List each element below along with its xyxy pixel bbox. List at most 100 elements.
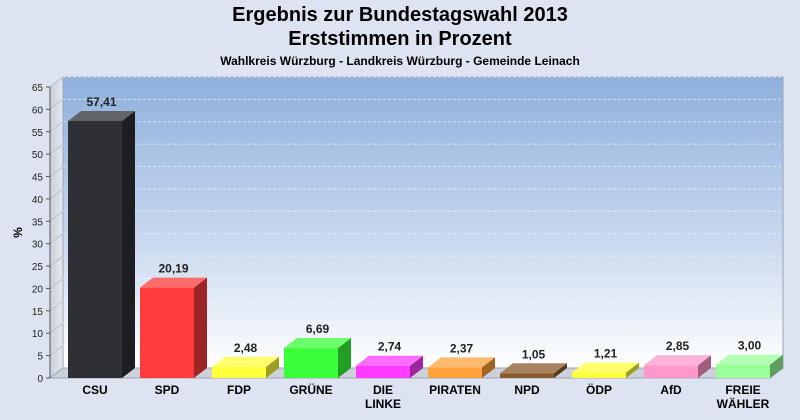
bar-front [140,287,194,378]
y-tick-label: 45 [32,173,44,184]
gridline-side [49,98,64,110]
bar-csu [68,110,135,378]
bar-spd [140,277,207,378]
gridline-side [49,345,64,357]
bar-top [212,356,279,367]
gridline-side [49,76,64,88]
gridline-side [49,166,64,177]
gridline-side [49,143,64,155]
gridline-side [49,255,64,267]
x-tick-label-line: CSU [82,383,107,397]
y-tick-label: 10 [32,329,44,340]
bar-front [428,367,482,378]
x-tick-label: NPD [514,383,540,397]
y-tick-label: 5 [37,352,43,363]
y-axis-label: % [11,227,25,238]
data-label: 20,19 [158,262,188,276]
x-tick-label: PIRATEN [429,383,481,397]
y-tick-label: 25 [32,262,44,273]
y-tick-label: 50 [32,150,44,161]
gridline-side [49,188,64,200]
bar-ödp [572,362,639,378]
x-tick-label-line: SPD [155,383,180,397]
bar-top [644,355,711,366]
y-tick-label: 40 [32,195,44,206]
x-tick-label-line: NPD [514,383,540,397]
bar-side [482,357,495,378]
x-tick-label-line: WÄHLER [717,396,770,411]
bar-piraten [428,357,495,378]
bar-top [716,354,783,365]
data-label: 1,05 [522,347,546,361]
x-tick-label: FREIE WÄHLER [717,383,770,411]
x-tick-label: CSU [82,383,107,397]
bar-front [572,372,626,378]
data-label: 2,37 [450,341,474,355]
bar-front [716,364,770,378]
bar-top [140,277,207,288]
x-tick-label: DIE LINKE [365,383,401,411]
bar-front [212,366,266,378]
bar-front [284,348,338,378]
x-tick-label-line: PIRATEN [429,383,481,397]
x-tick-label: FDP [227,383,251,397]
data-label: 2,85 [666,339,690,353]
plot-side-wall [49,75,64,380]
bar-top [284,338,351,349]
gridline-side [49,278,64,289]
data-label: 2,74 [378,340,402,354]
gridline-side [49,300,64,312]
x-tick-label-line: AfD [660,383,682,397]
bar-side [698,355,711,378]
bar-die-linke [356,355,423,378]
x-tick-label-line: DIE [373,383,393,397]
gridline-side [49,233,64,245]
bar-afd [644,355,711,378]
y-tick-label: 55 [32,128,44,139]
bar-top [428,357,495,368]
gridline-side [49,210,64,222]
bar-front [68,120,122,378]
y-tick-label: 65 [32,83,44,94]
x-tick-label-line: GRÜNE [289,382,332,397]
bar-side [122,110,135,378]
x-tick-label: ÖDP [586,382,612,397]
bar-top [500,363,567,374]
x-tick-label-line: FREIE [725,383,760,397]
bar-side [554,363,567,378]
bar-front [356,365,410,378]
bar-npd [500,363,567,378]
y-tick-label: 15 [32,307,44,318]
chart-title: Ergebnis zur Bundestagswahl 2013 [232,4,568,26]
x-tick-label: AfD [660,383,682,397]
y-tick-label: 0 [37,374,43,385]
y-tick-label: 30 [32,240,44,251]
gridline-side [49,322,64,334]
bar-side [770,354,783,378]
y-tick-label: 20 [32,284,44,295]
bar-top [572,362,639,373]
bar-top [356,355,423,366]
data-label: 57,41 [86,95,116,109]
data-label: 3,00 [738,339,762,353]
data-label: 1,21 [594,347,618,361]
bar-side [266,356,279,378]
bar-side [626,362,639,378]
y-tick-label: 35 [32,217,44,228]
gridline-side [49,121,64,133]
x-tick-label-line: ÖDP [586,382,612,397]
y-tick-label: 60 [32,105,44,116]
bar-side [410,355,423,378]
data-label: 2,48 [234,341,258,355]
bar-side [194,277,207,378]
bar-freie-wähler [716,354,783,378]
bar-side [338,338,351,378]
bar-top [68,110,135,121]
chart-location: Wahlkreis Würzburg - Landkreis Würzburg … [220,54,580,68]
x-tick-label-line: FDP [227,383,251,397]
x-tick-label: SPD [155,383,180,397]
chart-subtitle: Erststimmen in Prozent [288,28,512,50]
bar-fdp [212,356,279,378]
bar-grüne [284,338,351,378]
